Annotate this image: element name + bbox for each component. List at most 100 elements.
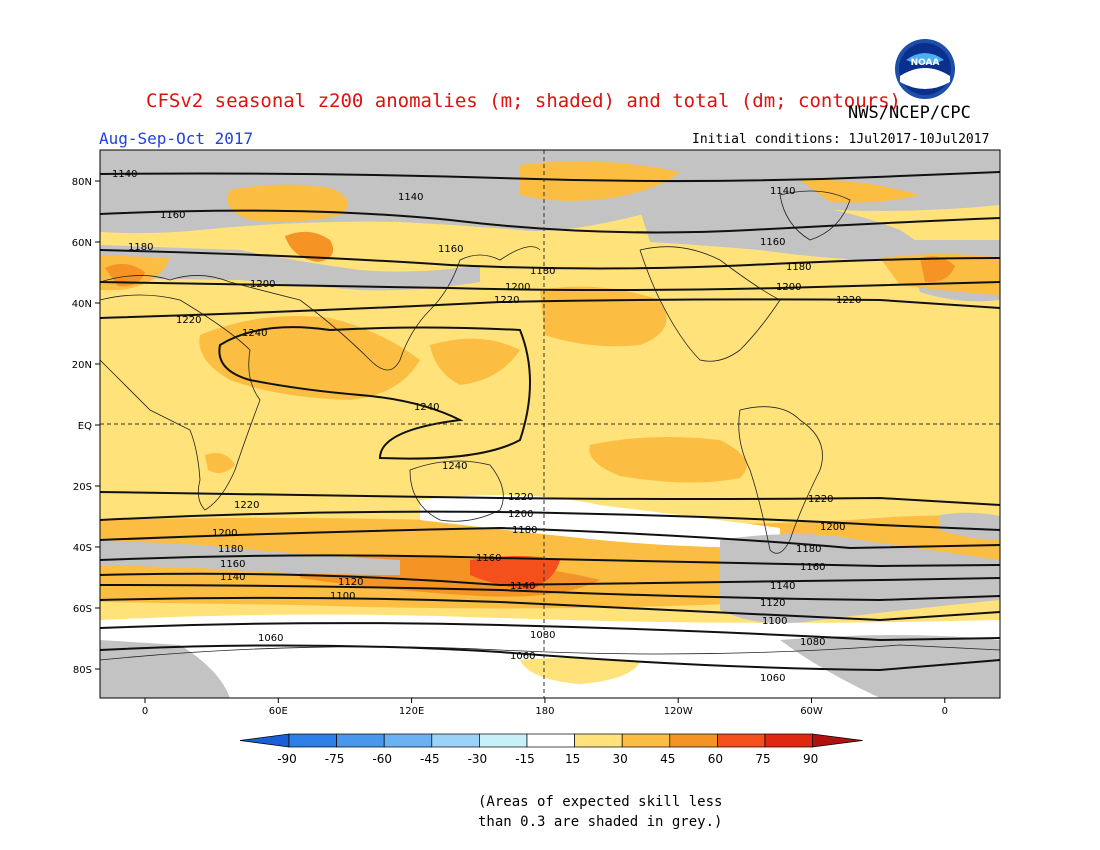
colorbar-label: -60 <box>372 752 392 766</box>
agency-label: NWS/NCEP/CPC <box>848 103 971 123</box>
colorbar-label: -90 <box>277 752 297 766</box>
contour-label: 1160 <box>800 562 825 573</box>
contour-label: 1200 <box>508 509 533 520</box>
grey-low-skill-area <box>720 534 1000 624</box>
lat-label: 80N <box>72 177 92 188</box>
logo-text: NOAA <box>911 58 940 68</box>
grey-low-skill-area <box>100 245 480 291</box>
contour-label: 1220 <box>234 500 259 511</box>
lon-label: 0 <box>142 706 148 717</box>
contour-1220-south <box>100 491 1000 506</box>
lat-label: EQ <box>78 421 92 432</box>
anomaly-white-area <box>420 495 780 548</box>
lat-label: 40S <box>73 543 92 554</box>
contour-label: 1200 <box>250 279 275 290</box>
colorbar-segment <box>336 733 385 748</box>
map-canvas: 1140 1140 1140 1160 1160 1160 1180 1180 … <box>100 150 1000 698</box>
contour-label: 1100 <box>330 591 355 602</box>
colorbar-label: 30 <box>613 752 628 766</box>
grey-low-skill-area <box>940 512 1000 540</box>
contour-label: 1080 <box>530 630 555 641</box>
coastline-antarctica <box>100 644 1000 661</box>
lon-label: 120W <box>664 706 693 717</box>
colorbar-left-arrow <box>239 733 290 748</box>
colorbar-label: 45 <box>660 752 675 766</box>
contour-1160-south <box>100 554 1000 568</box>
contour-label: 1180 <box>796 544 821 555</box>
anomaly-yellow-area <box>520 657 640 684</box>
lon-label: 0 <box>942 706 948 717</box>
colorbar-segment <box>383 733 433 748</box>
initial-conditions-label: Initial conditions: 1Jul2017-10Jul2017 <box>692 132 990 147</box>
colorbar-label: -30 <box>468 752 488 766</box>
contour-label: 1060 <box>510 651 535 662</box>
footnote-line-2: than 0.3 are shaded in grey.) <box>478 814 723 830</box>
contour-1080-south <box>100 622 1000 642</box>
contour-label: 1160 <box>760 237 785 248</box>
grey-low-skill-area <box>100 640 230 698</box>
colorbar-segment <box>431 733 480 748</box>
coastline-africa <box>100 294 261 511</box>
lon-label: 60E <box>269 706 288 717</box>
contour-label: 1220 <box>494 295 519 306</box>
colorbar-right-arrow <box>812 733 863 748</box>
contour-label: 1220 <box>176 315 201 326</box>
contour-label: 1140 <box>510 581 535 592</box>
colorbar: -90 -75 -60 -45 -30 -15 15 30 45 60 75 90 <box>239 733 863 766</box>
footnote-line-1: (Areas of expected skill less <box>478 794 723 810</box>
contour-label: 1180 <box>530 266 555 277</box>
contour-label: 1140 <box>398 192 423 203</box>
colorbar-segment <box>288 733 337 748</box>
contour-label: 1120 <box>760 598 785 609</box>
contour-label: 1160 <box>438 244 463 255</box>
contour-1140-north <box>100 171 1000 183</box>
grey-low-skill-area <box>780 635 1000 698</box>
contour-label: 1220 <box>808 494 833 505</box>
colorbar-segment <box>526 733 575 748</box>
anomaly-dark-orange-area <box>105 263 145 287</box>
colorbar-segment <box>717 733 766 748</box>
contour-label: 1200 <box>212 528 237 539</box>
contour-label: 1220 <box>508 492 533 503</box>
contour-label: 1200 <box>820 522 845 533</box>
lat-label: 60N <box>72 238 92 249</box>
contour-1120-south <box>100 584 1000 602</box>
contour-label: 1240 <box>414 402 439 413</box>
colorbar-label: 60 <box>708 752 723 766</box>
coastline-greenland <box>779 190 851 241</box>
anomaly-orange-area <box>430 338 520 385</box>
anomaly-orange-area <box>800 179 920 203</box>
height-contours <box>100 171 1000 672</box>
anomaly-dark-orange-area <box>920 256 955 283</box>
coastline-asia <box>299 246 541 371</box>
contour-label: 1060 <box>760 673 785 684</box>
colorbar-segment <box>621 733 671 748</box>
lat-label: 40N <box>72 299 92 310</box>
anomaly-orange-area <box>589 436 747 483</box>
noaa-logo-icon: NOAA <box>895 39 955 99</box>
contour-label: 1240 <box>242 328 267 339</box>
contour-1140-south <box>100 572 1000 587</box>
coastline-europe <box>100 275 301 301</box>
anomaly-orange-area <box>205 452 235 474</box>
contour-label: 1220 <box>836 295 861 306</box>
contour-label: 1100 <box>762 616 787 627</box>
lon-label: 120E <box>399 706 424 717</box>
map-frame <box>99 149 1001 699</box>
map-figure: 1140 1140 1140 1160 1160 1160 1180 1180 … <box>72 149 1001 766</box>
anomaly-orange-area <box>199 316 420 400</box>
contour-1060-south <box>100 644 1000 672</box>
lat-label: 80S <box>73 665 92 676</box>
colorbar-label: 15 <box>565 752 580 766</box>
contour-label: 1140 <box>112 169 137 180</box>
contour-label: 1160 <box>220 559 245 570</box>
contour-label: 1180 <box>128 242 153 253</box>
colorbar-label: -45 <box>420 752 440 766</box>
contour-label: 1240 <box>442 461 467 472</box>
season-label: Aug-Sep-Oct 2017 <box>99 129 254 148</box>
contour-1200-south <box>100 510 1000 531</box>
coastline-south-america <box>738 406 823 554</box>
contour-label: 1060 <box>258 633 283 644</box>
contour-label: 1200 <box>776 282 801 293</box>
colorbar-segment <box>669 733 718 748</box>
